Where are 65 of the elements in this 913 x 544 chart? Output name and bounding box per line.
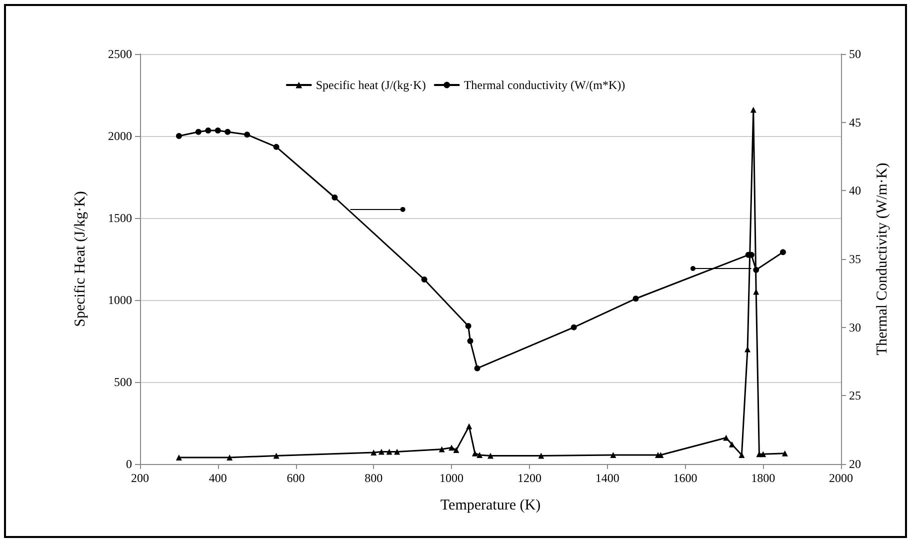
point: [332, 194, 338, 200]
y2-tick-label: 40: [849, 184, 861, 198]
point: [472, 450, 478, 456]
point: [273, 144, 280, 150]
x-tick-label: 400: [208, 471, 227, 485]
legend-label: Specific heat (J/(kg·K): [316, 78, 426, 92]
point: [728, 441, 735, 448]
y2-tick-label: 45: [849, 115, 861, 130]
point: [244, 132, 250, 138]
x-tick-label: 200: [131, 471, 149, 485]
y-tick-label: 1000: [108, 293, 132, 307]
x-tick-label: 1200: [517, 471, 542, 485]
point: [466, 423, 472, 430]
x-tick-label: 1400: [595, 471, 620, 485]
point: [224, 128, 231, 135]
point: [476, 452, 483, 458]
point: [760, 451, 766, 458]
x-tick-label: 600: [286, 471, 305, 485]
point: [176, 454, 182, 460]
point: [632, 296, 639, 302]
point: [273, 452, 280, 459]
point: [205, 128, 212, 134]
x-tick-label: 2000: [829, 471, 853, 485]
y-axis-title: Specific Heat (J/kg·K): [72, 191, 88, 327]
point: [467, 338, 474, 344]
point: [421, 276, 428, 282]
point: [438, 446, 445, 452]
x-tick-label: 1000: [440, 471, 464, 485]
point: [753, 266, 760, 273]
point: [488, 452, 494, 459]
point: [214, 128, 221, 134]
point: [176, 133, 182, 139]
y2-tick-label: 50: [849, 47, 861, 61]
y2-tick-label: 30: [849, 320, 861, 334]
y2-tick-label: 25: [849, 388, 861, 403]
y-tick-label: 2500: [108, 47, 132, 61]
x-tick-label: 1800: [751, 471, 776, 485]
x-axis-title: Temperature (K): [440, 498, 541, 514]
legend-label: Thermal conductivity (W/(m*K)): [464, 78, 626, 92]
y2-axis-title: Thermal Conductivity (W/m·K): [874, 162, 890, 356]
point: [465, 322, 472, 329]
x-tick-label: 1600: [673, 471, 698, 485]
point: [448, 444, 455, 451]
point: [394, 448, 400, 455]
point: [195, 128, 202, 135]
point: [723, 434, 730, 441]
y-tick-label: 500: [114, 375, 132, 389]
y-tick-label: 2000: [108, 129, 132, 143]
point: [370, 450, 377, 456]
point: [780, 249, 786, 256]
y2-tick-label: 20: [849, 457, 861, 471]
point: [453, 447, 460, 454]
point: [570, 324, 577, 330]
point: [474, 365, 480, 372]
point: [226, 454, 233, 460]
point: [386, 448, 392, 455]
point: [750, 106, 756, 113]
point: [782, 450, 788, 456]
point: [610, 452, 616, 458]
y2-tick-label: 35: [849, 252, 861, 266]
point: [378, 448, 384, 455]
y-tick-label: 0: [126, 457, 132, 471]
x-tick-label: 800: [364, 471, 383, 485]
point: [538, 452, 544, 459]
y-tick-label: 1500: [108, 211, 132, 225]
